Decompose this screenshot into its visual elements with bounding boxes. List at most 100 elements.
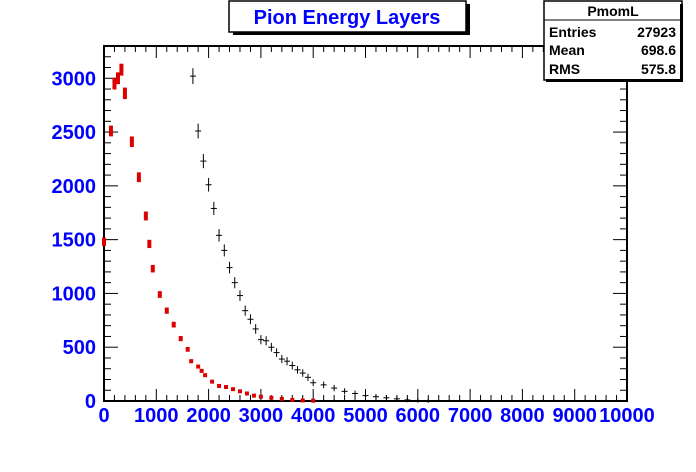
data-point xyxy=(425,398,432,403)
data-point xyxy=(164,307,169,314)
data-point xyxy=(108,125,113,137)
stats-value-rms: 575.8 xyxy=(641,61,676,77)
data-point xyxy=(157,291,162,298)
y-tick-label: 1000 xyxy=(52,283,97,305)
data-point xyxy=(210,379,215,384)
stats-box-name: PmomL xyxy=(587,3,639,19)
data-point xyxy=(147,239,152,249)
data-point xyxy=(244,391,249,396)
data-point xyxy=(217,383,222,388)
data-point xyxy=(304,373,311,381)
x-tick-label: 0 xyxy=(98,405,109,427)
data-point xyxy=(143,211,148,221)
data-point xyxy=(273,348,280,357)
x-tick-label: 6000 xyxy=(396,405,441,427)
data-point xyxy=(210,201,217,215)
data-point xyxy=(258,394,263,399)
data-point xyxy=(171,321,176,328)
data-point xyxy=(383,395,390,401)
x-tick-label: 8000 xyxy=(500,405,545,427)
data-point xyxy=(269,395,274,400)
data-point xyxy=(310,379,317,387)
stats-value-mean: 698.6 xyxy=(641,42,676,58)
data-point xyxy=(196,364,201,369)
x-tick-label: 10000 xyxy=(599,405,655,427)
x-tick-label: 2000 xyxy=(186,405,231,427)
y-tick-label: 2500 xyxy=(52,122,97,144)
data-point xyxy=(252,324,259,334)
y-tick-label: 2000 xyxy=(52,176,97,198)
data-point xyxy=(414,398,421,403)
data-point xyxy=(372,394,379,400)
x-axis-tick-labels: 0 1000 2000 3000 4000 5000 6000 7000 8000 9000 100… xyxy=(98,405,654,427)
data-point xyxy=(279,396,284,401)
y-tick-label: 3000 xyxy=(52,68,97,90)
data-point xyxy=(129,136,134,148)
data-point xyxy=(189,359,194,364)
data-point xyxy=(299,369,306,377)
data-point xyxy=(102,237,106,246)
data-point xyxy=(195,123,202,139)
data-point xyxy=(203,373,208,378)
x-tick-label: 3000 xyxy=(239,405,284,427)
data-point xyxy=(284,357,291,366)
data-point xyxy=(185,347,190,352)
stats-label-mean: Mean xyxy=(549,42,585,58)
data-point xyxy=(115,72,120,85)
data-point xyxy=(251,393,256,398)
series-black xyxy=(189,68,432,403)
data-point xyxy=(263,336,270,346)
x-tick-label: 1000 xyxy=(134,405,179,427)
y-tick-label: 1500 xyxy=(52,230,97,252)
data-point xyxy=(320,381,327,389)
stats-box: PmomL Entries 27923 Mean 698.6 RMS 575.8 xyxy=(543,0,683,82)
data-point xyxy=(242,305,249,316)
x-tick-label: 7000 xyxy=(448,405,493,427)
data-point xyxy=(112,77,117,90)
x-tick-label: 5000 xyxy=(343,405,388,427)
x-tick-label: 4000 xyxy=(291,405,336,427)
data-point xyxy=(205,177,212,192)
data-point xyxy=(136,172,141,183)
data-point xyxy=(231,277,238,289)
data-point xyxy=(331,384,338,392)
data-point xyxy=(221,244,228,257)
stats-label-rms: RMS xyxy=(549,61,580,77)
data-point xyxy=(278,354,285,364)
data-point xyxy=(393,396,400,402)
stats-label-entries: Entries xyxy=(549,24,597,40)
data-point xyxy=(119,63,124,76)
data-point xyxy=(294,365,301,374)
data-point xyxy=(341,388,348,395)
data-point xyxy=(300,398,305,403)
y-axis-tick-labels: 0 500 1000 1500 2000 2500 3000 xyxy=(52,68,97,413)
title-box: Pion Energy Layers xyxy=(228,0,470,35)
stats-value-entries: 27923 xyxy=(637,24,676,40)
data-point xyxy=(290,397,295,402)
data-point xyxy=(216,229,223,242)
data-point xyxy=(257,335,264,345)
data-point xyxy=(268,342,275,352)
data-point xyxy=(224,385,229,390)
data-point xyxy=(199,368,204,373)
y-tick-label: 500 xyxy=(63,337,96,359)
axis-ticks xyxy=(103,45,628,402)
data-point xyxy=(189,68,196,85)
data-point xyxy=(404,397,411,403)
data-point xyxy=(352,390,359,397)
data-point xyxy=(122,87,127,100)
series-red xyxy=(102,63,316,403)
data-point xyxy=(289,361,296,370)
data-point xyxy=(150,264,155,273)
data-point xyxy=(247,314,254,325)
chart-title: Pion Energy Layers xyxy=(254,7,441,29)
plot-frame xyxy=(103,45,628,402)
data-point xyxy=(236,290,243,301)
data-point xyxy=(362,392,369,399)
data-point xyxy=(231,387,236,392)
x-tick-label: 9000 xyxy=(552,405,597,427)
data-point xyxy=(200,154,207,169)
y-tick-label: 0 xyxy=(85,391,96,413)
data-point xyxy=(311,398,316,403)
